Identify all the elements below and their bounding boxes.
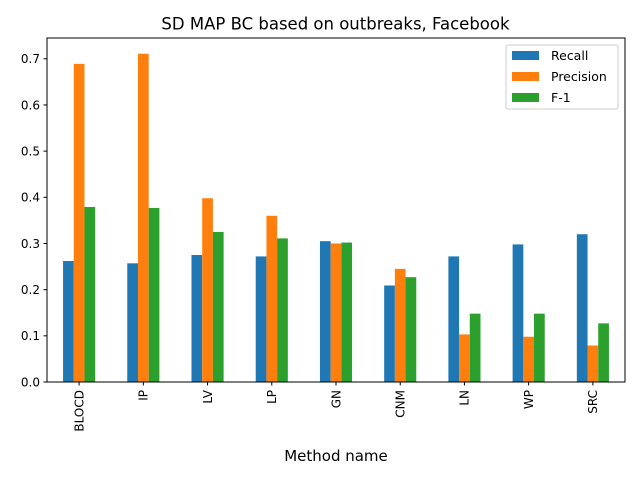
- legend-label-recall: Recall: [551, 48, 588, 63]
- x-tick-label-blocd: BLOCD: [72, 390, 86, 432]
- legend-label-precision: Precision: [551, 69, 607, 84]
- bar-recall-lp: [255, 256, 267, 382]
- bar-f1-ln: [469, 313, 481, 382]
- x-tick-label-ln: LN: [458, 390, 472, 406]
- legend: Recall Precision F-1: [505, 44, 619, 110]
- legend-swatch-recall: [512, 51, 539, 60]
- bar-f1-gn: [341, 242, 353, 382]
- x-tick-label-ip: IP: [137, 390, 151, 401]
- bar-recall-wp: [512, 244, 524, 382]
- y-tick-label: 0.5: [21, 144, 40, 158]
- y-tick-label: 0.1: [21, 329, 40, 343]
- x-tick-label-lv: LV: [201, 389, 215, 403]
- bar-precision-ip: [137, 53, 149, 382]
- x-tick-label-wp: WP: [522, 390, 536, 409]
- bar-f1-wp: [534, 313, 545, 382]
- bar-precision-gn: [330, 243, 342, 382]
- bar-f1-src: [598, 323, 609, 382]
- x-tick-label-gn: GN: [329, 390, 343, 408]
- bar-recall-cnm: [384, 285, 395, 382]
- y-tick-label: 0.2: [21, 283, 40, 297]
- bar-f1-lv: [212, 231, 224, 382]
- bar-recall-ip: [127, 263, 138, 382]
- y-tick-label: 0.3: [21, 237, 40, 251]
- y-axis: 0.0 0.1 0.2 0.3 0.4 0.5 0.6 0.7: [21, 52, 47, 389]
- bar-recall-gn: [319, 241, 331, 382]
- y-tick-label: 0.6: [21, 98, 40, 112]
- x-axis: BLOCD IP LV LP GN CNM LN WP SRC: [72, 382, 600, 432]
- bar-recall-src: [576, 234, 588, 382]
- bar-f1-lp: [277, 238, 288, 382]
- bar-recall-blocd: [63, 261, 74, 382]
- bar-recall-lv: [191, 255, 203, 382]
- bar-f1-ip: [148, 207, 160, 382]
- bar-precision-lp: [266, 215, 278, 382]
- bar-f1-blocd: [84, 207, 96, 382]
- legend-swatch-f1: [512, 93, 539, 102]
- bar-precision-lv: [202, 198, 213, 382]
- x-axis-label: Method name: [284, 447, 388, 465]
- bar-precision-src: [587, 345, 599, 382]
- y-tick-label: 0.4: [21, 191, 40, 205]
- bar-precision-wp: [523, 336, 535, 382]
- y-tick-label: 0.7: [21, 52, 40, 66]
- chart-title: SD MAP BC based on outbreaks, Facebook: [161, 15, 510, 34]
- bar-precision-cnm: [394, 268, 406, 382]
- x-tick-label-lp: LP: [265, 390, 279, 404]
- legend-label-f1: F-1: [551, 90, 571, 105]
- y-tick-label: 0.0: [21, 375, 40, 389]
- bar-recall-ln: [448, 256, 460, 382]
- bar-precision-blocd: [73, 63, 85, 383]
- bar-precision-ln: [459, 334, 470, 382]
- x-tick-label-src: SRC: [586, 390, 600, 414]
- bar-f1-cnm: [405, 277, 417, 382]
- bars-group: [63, 53, 609, 383]
- x-tick-label-cnm: CNM: [394, 390, 408, 418]
- legend-swatch-precision: [512, 72, 539, 81]
